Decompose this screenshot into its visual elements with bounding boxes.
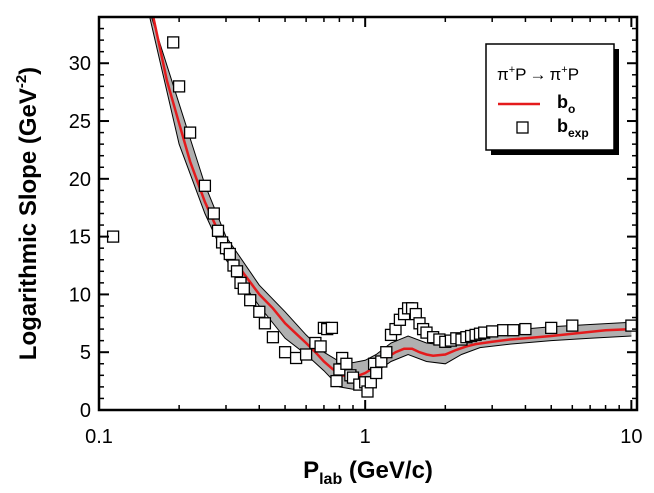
legend-label-bexp-sub: exp — [568, 126, 589, 140]
data-point — [244, 294, 257, 307]
data-point — [253, 305, 266, 318]
legend-square-marker — [516, 121, 529, 134]
reaction-plus-2: + — [561, 64, 567, 76]
data-point — [330, 374, 343, 388]
data-point — [278, 346, 292, 359]
x-axis-title-rest: (GeV/c) — [342, 457, 433, 484]
data-point — [258, 317, 272, 330]
y-axis-title-sup: -2 — [13, 75, 30, 88]
data-point — [486, 325, 499, 338]
data-point — [167, 36, 180, 49]
data-point — [198, 179, 212, 192]
data-point — [237, 282, 250, 295]
x-tick-label: 0.1 — [85, 426, 113, 448]
data-point — [370, 366, 383, 380]
data-point — [519, 322, 532, 336]
data-point — [325, 321, 339, 335]
x-axis-title-sub: lab — [319, 471, 342, 488]
tick-layer: 0.1 1 10 0 5 10 15 20 25 30 — [69, 16, 642, 448]
data-point — [266, 331, 280, 344]
y-tick-label: 30 — [69, 53, 91, 75]
legend-label-b0: bo — [557, 92, 575, 116]
y-tick-label: 0 — [80, 400, 91, 422]
data-layer — [106, 17, 637, 398]
data-point — [299, 348, 313, 361]
y-axis-title: Logarithmic Slope (GeV-2) — [13, 67, 42, 360]
data-point — [223, 247, 236, 261]
reaction-p-2: P — [568, 65, 579, 84]
legend-label-b0-sub: o — [568, 102, 575, 116]
reaction-p-1: P — [515, 65, 526, 84]
y-tick-label: 15 — [69, 227, 91, 249]
legend-label-bexp-main: b — [557, 116, 568, 136]
reaction-pi-1: π — [497, 65, 509, 84]
data-point — [230, 265, 244, 278]
data-point — [566, 319, 579, 332]
y-tick-label: 5 — [80, 342, 91, 364]
y-tick-label: 10 — [69, 284, 91, 306]
data-point — [172, 80, 186, 93]
data-point — [211, 224, 225, 237]
data-point — [545, 321, 558, 335]
legend-label-bexp: bexp — [557, 116, 589, 140]
y-axis-title-rest: ) — [15, 67, 42, 75]
x-axis-title: Plab (GeV/c) — [303, 457, 433, 488]
y-tick-label: 20 — [69, 169, 91, 191]
x-axis-title-main: P — [303, 457, 319, 484]
data-point — [314, 340, 327, 353]
reaction-plus-1: + — [509, 64, 515, 76]
reaction-pi-2: π — [550, 65, 562, 84]
data-point — [340, 357, 353, 370]
reaction-arrow: → — [530, 65, 547, 84]
data-point — [346, 371, 360, 384]
y-axis-title-main: Logarithmic Slope (GeV — [15, 88, 42, 360]
y-tick-label: 25 — [69, 111, 91, 133]
legend: π+P → π+P bo bexp — [485, 43, 619, 155]
data-point — [380, 346, 393, 359]
x-tick-label: 10 — [620, 426, 642, 448]
data-point — [497, 324, 510, 337]
legend-label-b0-main: b — [557, 92, 568, 112]
legend-box — [485, 43, 615, 151]
data-point — [207, 207, 220, 220]
data-point — [183, 126, 197, 139]
x-tick-label: 1 — [360, 426, 371, 448]
data-point — [106, 230, 120, 243]
data-point — [507, 324, 520, 337]
legend-reaction: π+P → π+P — [497, 64, 579, 84]
